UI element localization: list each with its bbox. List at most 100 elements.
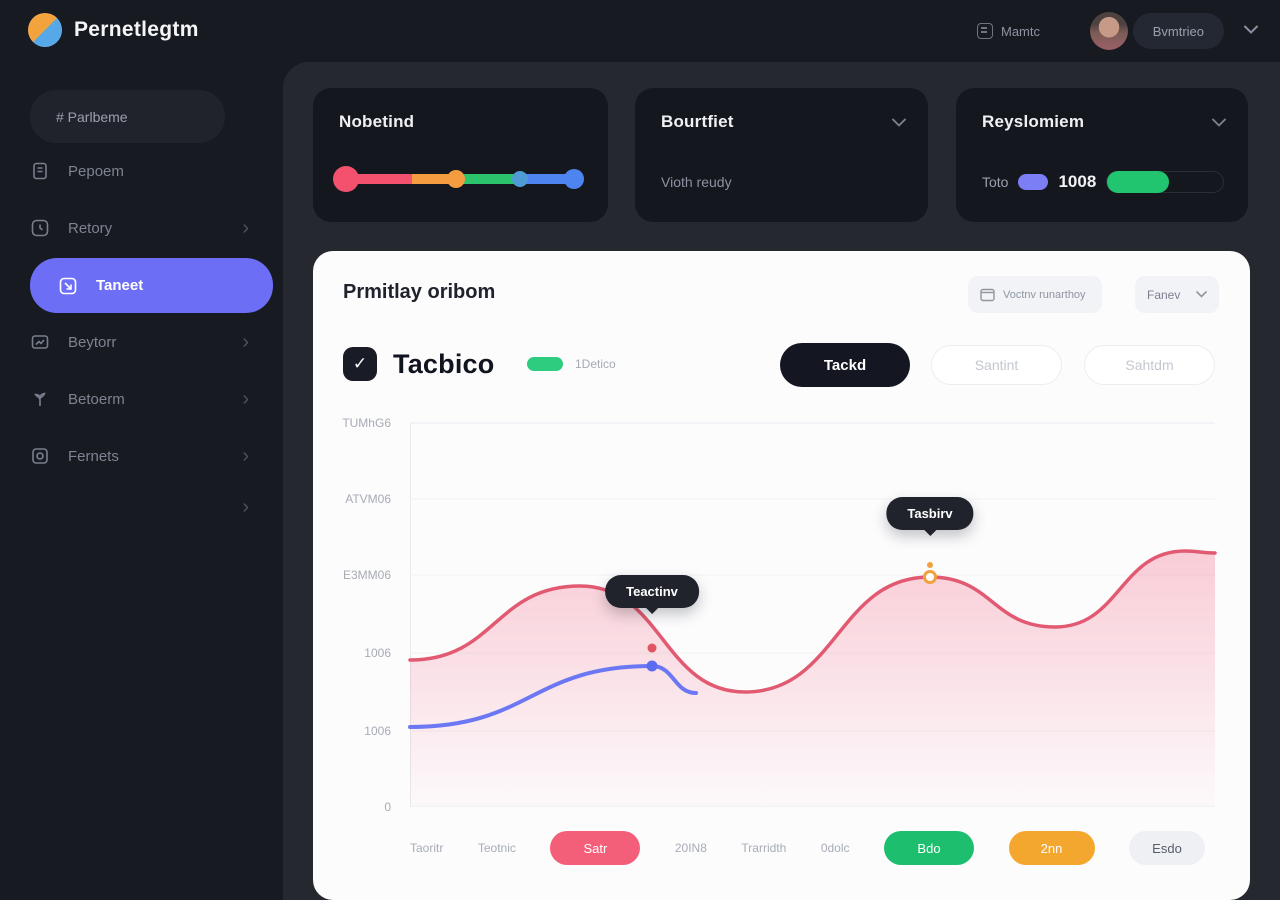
sidebar-item-label: Fernets [68,447,119,465]
chevron-right-icon: › [242,217,249,239]
card-title: Reyslomiem [982,112,1085,131]
chart-tooltip: Teactinv [605,575,699,614]
chevron-right-icon: › [242,445,249,467]
y-tick-label: E3MM06 [342,568,391,582]
chart-tooltip: Tasbirv [886,497,974,536]
sidebar-item-taneet[interactable]: Taneet [30,258,273,313]
tertiary-tab-label: Sahtdm [1125,357,1174,373]
y-tick-label: TUMhG6 [342,416,391,430]
x-axis-label: Teotnic [477,841,516,855]
brand: Pernetlegtm [28,13,199,47]
secondary-tab-label: Santint [974,357,1019,373]
chart-panel: Prmitlay oribom Voctnv runarthoy Fanev ✓… [313,251,1250,900]
window-icon [980,288,995,301]
avatar[interactable] [1090,12,1128,50]
notification-icon [977,23,993,39]
y-tick-label: ATVM06 [345,492,391,506]
chart-hover-dot-red [647,643,657,653]
card-reyslomiem: Reyslomiem Toto 1008 [956,88,1248,222]
primary-tab-button[interactable]: Tackd [780,343,910,387]
x-axis-label: 20IN8 [674,841,707,855]
sidebar-item-label: Retory [68,219,113,237]
sidebar-item-label: Taneet [96,277,144,294]
x-axis-chip-green[interactable]: Bdo [884,831,974,865]
sidebar-item-pepoem[interactable]: Pepoem [30,151,253,191]
badge-label: 1Detico [575,357,616,371]
document-icon [33,162,47,180]
checkmark-icon: ✓ [352,354,368,373]
y-tick-label: 1006 [364,646,391,660]
notifications-button[interactable]: Mamtc [977,0,1040,62]
chevron-right-icon: › [242,331,249,353]
panel-search-button[interactable]: Voctnv runarthoy [968,276,1102,313]
chevron-down-icon[interactable] [1244,25,1258,34]
chart-peak-marker [923,570,937,584]
slider-segment-orange [411,174,461,184]
x-axis-label: Trarridth [741,841,787,855]
y-tick-label: 0 [384,800,391,814]
card-subtitle: Vioth reudy [661,174,732,190]
sidebar-item-label: Beytorr [68,333,117,351]
toggle-knob [1107,171,1170,193]
slider-handle-steel[interactable] [511,171,528,187]
card-bourtfiet: Bourtfiet Vioth reudy [635,88,928,222]
history-icon [31,219,49,237]
stat-row: Toto 1008 [982,170,1224,194]
sidebar-search[interactable]: # Parlbeme [30,90,225,143]
panel-title: Prmitlay oribom [343,281,496,303]
brand-name: Pernetlegtm [74,18,199,41]
panel-filter-dropdown[interactable]: Fanev [1135,276,1219,313]
folder-icon [32,448,48,464]
slider-segment-blue [519,174,576,184]
main-content: Nobetind Bourtfiet Vioth reudy Reyslomie… [283,62,1280,900]
profile-button[interactable]: Bvmtrieo [1132,13,1224,49]
sidebar-search-label: # Parlbeme [56,108,128,125]
sidebar-item-betoerm[interactable]: Betoerm › [30,379,253,419]
card-nobetind: Nobetind [313,88,608,222]
sidebar-item-retory[interactable]: Retory › [30,208,253,248]
profile-label: Bvmtrieo [1152,23,1204,39]
slider-handle-blue[interactable] [563,169,584,189]
panel-filter-label: Fanev [1147,287,1181,302]
range-slider[interactable] [332,166,584,192]
slider-segment-green [460,174,520,184]
sidebar-item-fernets[interactable]: Fernets › [30,436,253,476]
sidebar: # Parlbeme Pepoem Retory › Taneet Beytor… [0,62,283,900]
app-header: Pernetlegtm Mamtc Bvmtrieo [0,0,1280,62]
sidebar-item-label: Pepoem [68,162,124,180]
chevron-down-icon [1196,291,1207,298]
chevron-right-icon: › [242,496,249,518]
notifications-label: Mamtc [1001,23,1040,39]
card-title: Nobetind [339,112,415,131]
chart-hover-dot-blue [646,660,658,672]
chevron-down-icon[interactable] [892,118,906,127]
green-status-pill [527,357,563,371]
panel-search-label: Voctnv runarthoy [1003,288,1086,301]
x-axis-chip-pink[interactable]: Satr [550,831,641,865]
stat-value: 1008 [1058,172,1097,191]
purple-indicator-pill [1018,174,1049,190]
sidebar-item-extra[interactable]: › [30,487,253,527]
slider-segment-pink [341,174,412,184]
stat-label: Toto [982,174,1009,190]
primary-tab-label: Tackd [823,356,867,374]
target-icon [59,277,77,294]
plant-icon [34,392,46,406]
card-icon [31,335,49,349]
slider-handle-orange[interactable] [447,170,466,188]
slider-handle-pink[interactable] [332,166,359,192]
chevron-right-icon: › [242,388,249,410]
sidebar-item-beytorr[interactable]: Beytorr › [30,322,253,362]
section-checkbox[interactable]: ✓ [343,347,377,381]
secondary-tab-button[interactable]: Santint [931,345,1062,385]
chevron-down-icon[interactable] [1212,118,1226,127]
tertiary-tab-button[interactable]: Sahtdm [1084,345,1215,385]
y-tick-label: 1006 [364,724,391,738]
x-axis-chip-light[interactable]: Esdo [1129,831,1205,865]
x-axis-chip-orange[interactable]: 2nn [1008,831,1095,865]
card-title: Bourtfiet [661,112,734,131]
toggle-switch[interactable] [1106,171,1224,193]
section-title: Tacbico [393,349,495,379]
area-chart [408,422,1217,807]
x-axis-row: Taoritr Teotnic Satr 20IN8 Trarridth 0do… [410,828,1205,868]
